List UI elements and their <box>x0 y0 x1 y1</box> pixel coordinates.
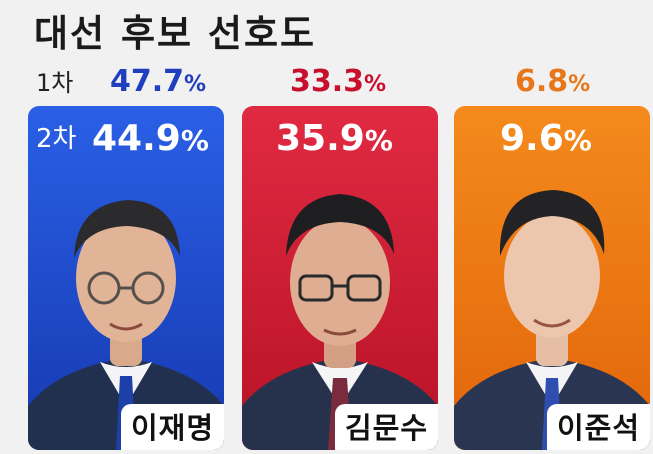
round-1-value-kim-moonsoo: 33.3% <box>290 64 386 103</box>
candidate-card-kim-moonsoo: 35.9% 김문수 <box>242 106 438 450</box>
candidate-name-kim-moonsoo: 김문수 <box>334 404 438 450</box>
round-2-value-lee-jaemyung: 44.9% <box>92 118 209 162</box>
r1-unit: % <box>364 72 387 97</box>
r2-number: 44.9 <box>92 118 181 159</box>
r1-unit: % <box>184 72 207 97</box>
r2-number: 35.9 <box>276 118 365 159</box>
candidate-name-lee-jaemyung: 이재명 <box>120 404 224 450</box>
r1-number: 6.8 <box>515 64 569 99</box>
r1-unit: % <box>568 72 591 97</box>
round-2-value-lee-junseok: 9.6% <box>500 118 592 162</box>
round-1-value-lee-junseok: 6.8% <box>515 64 590 103</box>
candidate-card-lee-junseok: 9.6% 이준석 <box>454 106 650 450</box>
round-1-value-lee-jaemyung: 47.7% <box>110 64 206 103</box>
r1-number: 33.3 <box>290 64 365 99</box>
r2-unit: % <box>364 124 393 157</box>
r2-unit: % <box>563 124 592 157</box>
r1-number: 47.7 <box>110 64 185 99</box>
round-2-label: 2차 <box>36 124 77 154</box>
r2-number: 9.6 <box>500 118 564 159</box>
round-1-label: 1차 <box>36 69 74 97</box>
round-2-value-kim-moonsoo: 35.9% <box>276 118 393 162</box>
candidate-card-lee-jaemyung: 2차 44.9% 이재명 <box>28 106 224 450</box>
r2-unit: % <box>180 124 209 157</box>
candidate-name-lee-junseok: 이준석 <box>546 404 650 450</box>
portrait-kim-moonsoo <box>242 106 438 450</box>
chart-title: 대선 후보 선호도 <box>34 12 317 55</box>
